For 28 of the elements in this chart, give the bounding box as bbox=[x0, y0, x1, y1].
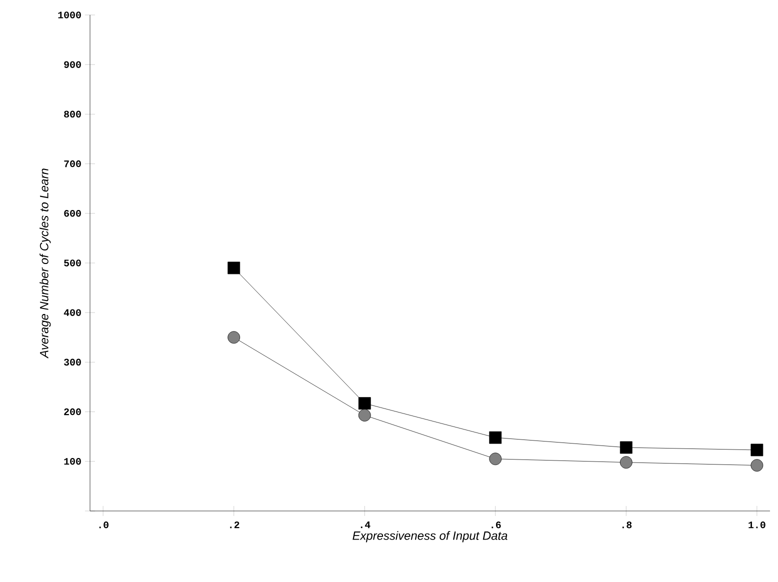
x-tick-label: .6 bbox=[492, 521, 501, 528]
x-tick-label: .4 bbox=[360, 522, 370, 528]
y-tick-label: 1000 bbox=[58, 12, 81, 18]
x-tick-label: .0 bbox=[99, 521, 108, 528]
y-tick-label: 200 bbox=[64, 408, 81, 416]
point bbox=[489, 431, 502, 444]
point bbox=[750, 444, 764, 456]
y-tick-label: 800 bbox=[64, 110, 81, 118]
x-axis-title: Expressiveness of Input Data bbox=[352, 531, 508, 542]
point bbox=[228, 262, 240, 274]
y-tick-label: 900 bbox=[64, 61, 81, 68]
point bbox=[489, 452, 502, 466]
y-tick-label: 400 bbox=[64, 309, 81, 316]
y-tick-label: 300 bbox=[64, 358, 81, 366]
y-tick-label: 100 bbox=[64, 458, 81, 465]
x-tick-label: .8 bbox=[622, 521, 632, 528]
x-tick-label: .2 bbox=[230, 521, 240, 528]
point bbox=[620, 441, 632, 454]
y-axis-title: Average Number of Cycles to Learn bbox=[40, 168, 51, 358]
point bbox=[358, 409, 371, 422]
y-tick-label: 600 bbox=[64, 210, 81, 217]
y-tick-label: 500 bbox=[64, 260, 81, 266]
point bbox=[620, 456, 632, 469]
x-tick-label: 1.0 bbox=[748, 521, 766, 528]
point bbox=[358, 397, 371, 410]
y-tick-label: 700 bbox=[64, 160, 81, 168]
point bbox=[228, 331, 240, 344]
point bbox=[750, 459, 764, 472]
